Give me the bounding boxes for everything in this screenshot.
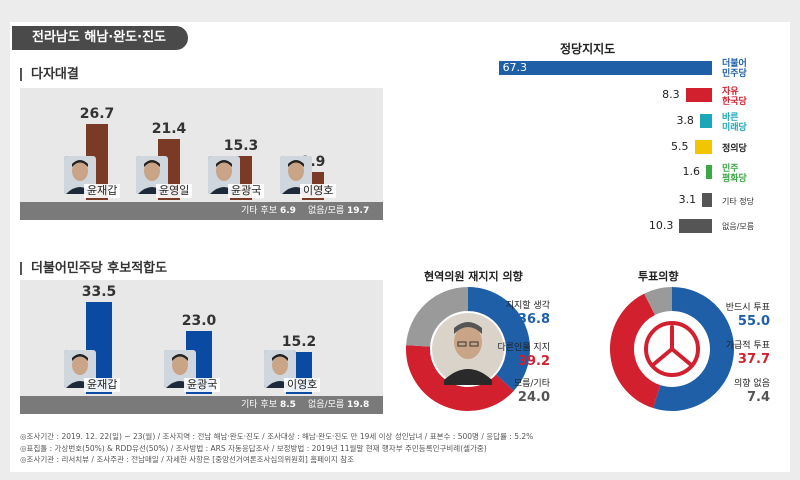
party-bar-5 (702, 193, 712, 207)
party-value-6: 10.3 (648, 219, 674, 232)
logo-minjoo-line1: 더불어 (722, 59, 747, 69)
bar-value-0-2: 15.3 (223, 138, 259, 155)
logo-pyeonghwa: 민주 평화당 (722, 164, 747, 184)
d2-slice-1 (610, 293, 661, 409)
d2-slice-2 (644, 287, 673, 316)
candidate-name-0-0: 윤재갑 (84, 184, 121, 198)
party-bar-4 (706, 165, 712, 179)
vote-intent-label-2: 가급적 투표 (725, 341, 770, 351)
reelection-label-2: 다른인물 지지 (497, 343, 550, 353)
multi-race-extra-1-label: 기타 후보 (241, 206, 277, 216)
reelection-value-1: 36.8 (517, 312, 550, 327)
d1-slice-0 (467, 287, 530, 391)
label-other-party: 기타 정당 (722, 197, 754, 206)
vote-intent-donut (610, 287, 734, 411)
survey-notes: ◎조사기간 : 2019. 12. 22(일) ~ 23(월) / 조사지역 :… (20, 431, 533, 466)
vote-intent-title: 투표의향 (638, 270, 679, 283)
logo-minjoo: 더불어 민주당 (722, 59, 747, 79)
logo-jayu: 자유 한국당 (722, 87, 747, 107)
logo-minjoo-line2: 민주당 (722, 69, 747, 79)
candidate-name-1-2: 이영호 (284, 378, 321, 392)
candidate-name-0-2: 윤광국 (228, 184, 265, 198)
region-title: 전라남도 해남·완도·진도 (12, 26, 189, 50)
party-value-5: 3.1 (678, 193, 697, 206)
reelection-label-1: 지지할 생각 (505, 301, 550, 311)
party-bar-2 (699, 114, 712, 128)
vote-intent-label-3: 의향 없음 (734, 379, 770, 389)
survey-note-3: ◎조사기관 : 리서치뷰 / 조사주관 : 전남매일 / 자세한 사항은 [중앙… (20, 455, 355, 464)
bar-value-0-1: 21.4 (151, 120, 187, 137)
candidate-photo-1-0 (64, 350, 96, 388)
party-value-0: 67.3 (502, 61, 528, 74)
dp-fitness-extra-2-label: 없음/모름 (308, 400, 345, 410)
party-bar-6 (679, 219, 712, 233)
dp-fitness-extra-1-label: 기타 후보 (241, 400, 277, 410)
survey-note-2: ◎표집틀 : 가상번호(50%) & RDD유선(50%) / 조사방법 : A… (20, 443, 487, 453)
vote-intent-value-1: 55.0 (737, 314, 770, 329)
multi-race-extra-2-value: 19.7 (347, 206, 370, 216)
reelection-title: 현역의원 재지지 의향 (424, 270, 523, 283)
multi-race-title: 다자대결 (20, 68, 79, 81)
reelection-label-3: 모름/기타 (513, 379, 550, 389)
multi-race-extra-1-value: 6.9 (280, 206, 296, 216)
label-none: 없음/모름 (722, 222, 755, 231)
logo-bareun: 바른 미래당 (722, 113, 747, 133)
logo-jeongui: 정의당 (722, 144, 747, 154)
dp-fitness-extra-2-value: 19.8 (347, 400, 370, 410)
party-bar-1 (685, 88, 712, 102)
logo-jayu-line2: 한국당 (722, 97, 747, 107)
vote-intent-label-1: 반드시 투표 (725, 303, 770, 313)
vote-intent-value-2: 37.7 (737, 352, 770, 367)
dp-fitness-extra-1-value: 8.5 (280, 400, 296, 410)
party-value-3: 5.5 (671, 140, 689, 153)
reelection-value-3: 24.0 (517, 390, 550, 405)
reelection-value-2: 39.2 (517, 354, 550, 369)
candidate-photo-0-0 (64, 156, 96, 194)
candidate-name-0-3: 이영호 (300, 184, 337, 198)
vote-intent-value-3: 7.4 (746, 390, 770, 405)
candidate-name-1-0: 윤재갑 (84, 378, 121, 392)
party-value-1: 8.3 (662, 88, 680, 101)
party-bar-3 (694, 140, 712, 154)
reelection-donut (406, 287, 530, 411)
multi-race-footer: 기타 후보 6.9 없음/모름 19.7 (20, 202, 383, 220)
ballot-stamp-icon (636, 313, 708, 385)
bar-value-0-0: 26.7 (79, 105, 115, 122)
logo-bareun-line2: 미래당 (722, 123, 747, 133)
bar-value-1-2: 15.2 (281, 334, 317, 351)
logo-pyeonghwa-line2: 평화당 (722, 174, 747, 184)
logo-pyeonghwa-line1: 민주 (722, 164, 739, 174)
dp-fitness-title: 더불어민주당 후보적합도 (20, 262, 167, 275)
candidate-name-0-1: 윤영일 (156, 184, 193, 198)
survey-note-1: ◎조사기간 : 2019. 12. 22(일) ~ 23(월) / 조사지역 :… (20, 432, 534, 441)
bar-value-1-1: 23.0 (181, 312, 217, 329)
d2-slice-0 (653, 287, 734, 411)
candidate-name-1-1: 윤광국 (184, 378, 221, 392)
d1-slice-1 (406, 345, 514, 411)
logo-jayu-line1: 자유 (722, 87, 739, 97)
dp-fitness-footer: 기타 후보 8.5 없음/모름 19.8 (20, 396, 383, 414)
multi-race-extra-2-label: 없음/모름 (308, 206, 345, 216)
party-support-title: 정당지지도 (560, 42, 616, 56)
d1-slice-2 (406, 287, 469, 348)
party-bar-0 (498, 61, 712, 75)
party-value-4: 1.6 (682, 165, 701, 178)
party-value-2: 3.8 (676, 114, 694, 127)
bar-value-1-0: 33.5 (81, 283, 117, 300)
incumbent-photo (432, 313, 504, 385)
logo-bareun-line1: 바른 (722, 113, 739, 123)
